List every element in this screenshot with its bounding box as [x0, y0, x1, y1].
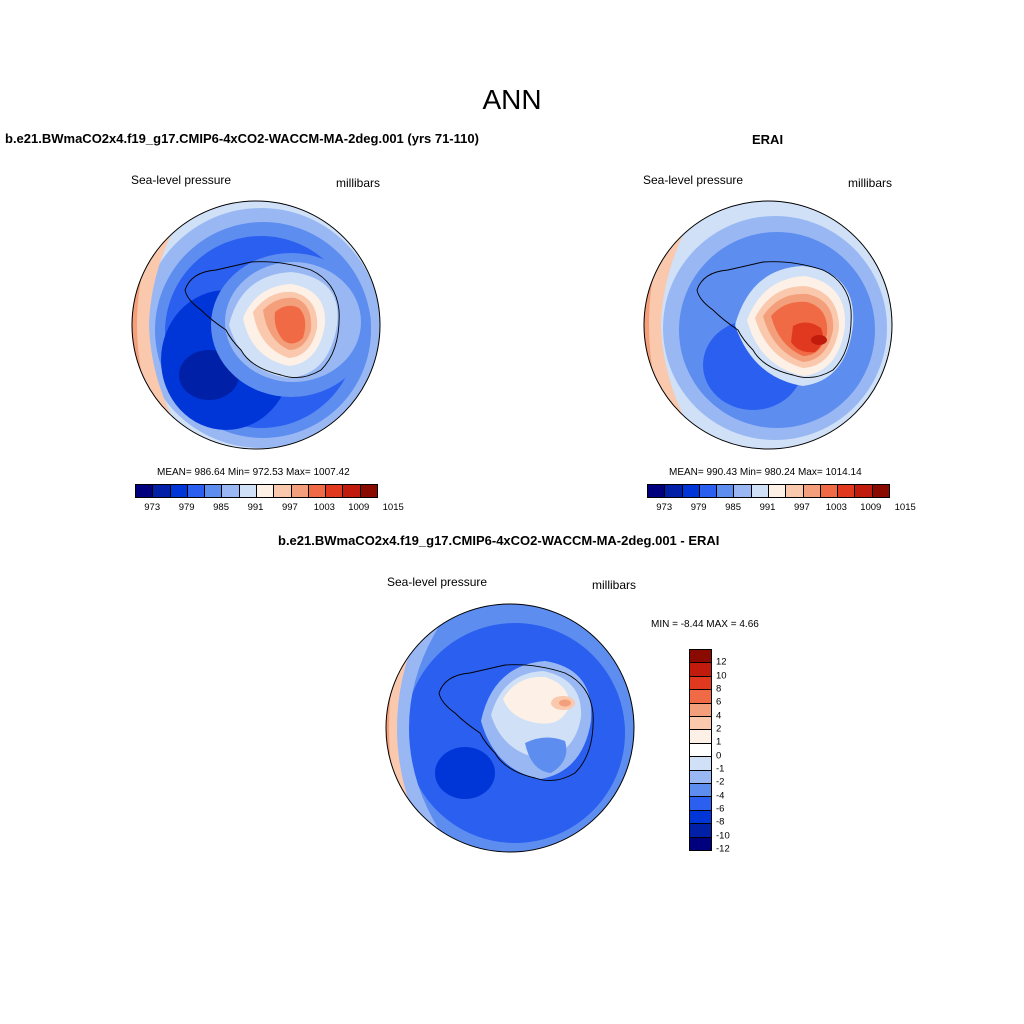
colorbar-swatch [326, 485, 344, 497]
units-label-obs: millibars [848, 176, 893, 190]
colorbar-tick-label: -6 [716, 803, 725, 815]
colorbar-tick-label: 10 [716, 670, 727, 682]
colorbar-swatch [690, 717, 711, 731]
colorbar-swatch [751, 485, 769, 497]
variable-label-diff: Sea-level pressure [387, 575, 488, 589]
colorbar-swatch [690, 703, 711, 718]
colorbar-tick-label: 4 [716, 710, 722, 722]
colorbar-tick-label: 2 [716, 723, 722, 735]
colorbar-tick-label: -8 [716, 816, 725, 828]
colorbar-tick-label: 985 [725, 502, 741, 513]
colorbar-tick-label: -10 [716, 830, 730, 842]
colorbar-tick-label: 8 [716, 683, 722, 695]
colorbar-tick-label: 1009 [860, 502, 882, 513]
colorbar-ticks-model: 973 979 985 991 997 1003 1009 1015 [135, 502, 404, 516]
colorbar-tick-label: 1015 [894, 502, 916, 513]
colorbar-tick-label: 1009 [348, 502, 370, 513]
colorbar-tick-label: 1 [716, 736, 722, 748]
variable-label-model: Sea-level pressure [131, 173, 232, 187]
colorbar-tick-label: 973 [144, 502, 161, 513]
colorbar-swatch [690, 663, 711, 677]
colorbar-swatch [690, 690, 711, 704]
polar-map-model [131, 200, 381, 450]
colorbar-ticks-obs: 973 979 985 991 997 1003 1009 1015 [647, 502, 916, 516]
colorbar-tick-label: -12 [716, 843, 730, 855]
colorbar-obs [647, 484, 890, 498]
colorbar-model [135, 484, 378, 498]
colorbar-swatch [717, 485, 735, 497]
polar-map-obs [643, 200, 893, 450]
panel-title-diff: b.e21.BWmaCO2x4.f19_g17.CMIP6-4xCO2-WACC… [278, 533, 720, 548]
colorbar-swatch [690, 797, 711, 811]
colorbar-tick-label: 1015 [382, 502, 404, 513]
colorbar-tick-label: 1003 [825, 502, 847, 513]
colorbar-swatch [699, 485, 718, 497]
units-label-model: millibars [336, 176, 381, 190]
colorbar-swatch [648, 485, 666, 497]
colorbar-swatch [690, 824, 711, 838]
colorbar-tick-label: 12 [716, 656, 727, 668]
colorbar-tick-label: 979 [178, 502, 195, 513]
colorbar-swatch [838, 485, 856, 497]
colorbar-tick-label: 991 [759, 502, 776, 513]
colorbar-swatch [682, 485, 700, 497]
colorbar-swatch [153, 485, 171, 497]
panel-title-model: b.e21.BWmaCO2x4.f19_g17.CMIP6-4xCO2-WACC… [5, 131, 479, 146]
panel-title-obs: ERAI [752, 132, 784, 147]
colorbar-swatch [820, 485, 839, 497]
colorbar-swatch [690, 676, 711, 691]
colorbar-tick-label: 1003 [313, 502, 335, 513]
colorbar-swatch [690, 810, 711, 825]
colorbar-swatch [187, 485, 206, 497]
colorbar-swatch [690, 730, 711, 744]
colorbar-swatch [360, 485, 377, 497]
polar-map-diff [385, 603, 635, 853]
colorbar-swatch [136, 485, 154, 497]
colorbar-diff [689, 649, 712, 851]
colorbar-tick-label: 991 [247, 502, 264, 513]
colorbar-swatch [803, 485, 821, 497]
colorbar-swatch [786, 485, 804, 497]
colorbar-tick-label: 997 [793, 502, 810, 513]
colorbar-swatch [690, 837, 711, 851]
figure-title: ANN [482, 84, 542, 115]
colorbar-swatch [665, 485, 683, 497]
colorbar-ticks-diff: 12 10 8 6 4 2 1 0 -1 -2 -4 -6 -8 -10 -12 [716, 649, 746, 855]
units-label-diff: millibars [592, 578, 637, 592]
colorbar-tick-label: 985 [213, 502, 229, 513]
colorbar-tick-label: 6 [716, 696, 722, 708]
colorbar-tick-label: 997 [281, 502, 298, 513]
colorbar-swatch [690, 770, 711, 785]
colorbar-swatch [274, 485, 292, 497]
colorbar-swatch [690, 757, 711, 771]
stats-model: MEAN= 986.64 Min= 972.53 Max= 1007.42 [157, 467, 350, 478]
colorbar-swatch [690, 743, 711, 758]
colorbar-swatch [690, 784, 711, 798]
colorbar-tick-label: -1 [716, 763, 725, 775]
colorbar-tick-label: 973 [656, 502, 673, 513]
colorbar-swatch [239, 485, 257, 497]
colorbar-swatch [855, 485, 873, 497]
colorbar-swatch [205, 485, 223, 497]
colorbar-swatch [308, 485, 327, 497]
colorbar-swatch [291, 485, 309, 497]
colorbar-tick-label: -2 [716, 776, 725, 788]
colorbar-tick-label: 0 [716, 750, 722, 762]
stats-diff: MIN = -8.44 MAX = 4.66 [651, 619, 759, 630]
colorbar-swatch [256, 485, 275, 497]
colorbar-swatch [872, 485, 889, 497]
colorbar-swatch [222, 485, 240, 497]
colorbar-swatch [690, 650, 711, 664]
colorbar-swatch [734, 485, 752, 497]
colorbar-tick-label: -4 [716, 790, 725, 802]
variable-label-obs: Sea-level pressure [643, 173, 744, 187]
colorbar-swatch [343, 485, 361, 497]
colorbar-swatch [170, 485, 188, 497]
colorbar-swatch [768, 485, 787, 497]
colorbar-tick-label: 979 [690, 502, 707, 513]
stats-obs: MEAN= 990.43 Min= 980.24 Max= 1014.14 [669, 467, 862, 478]
